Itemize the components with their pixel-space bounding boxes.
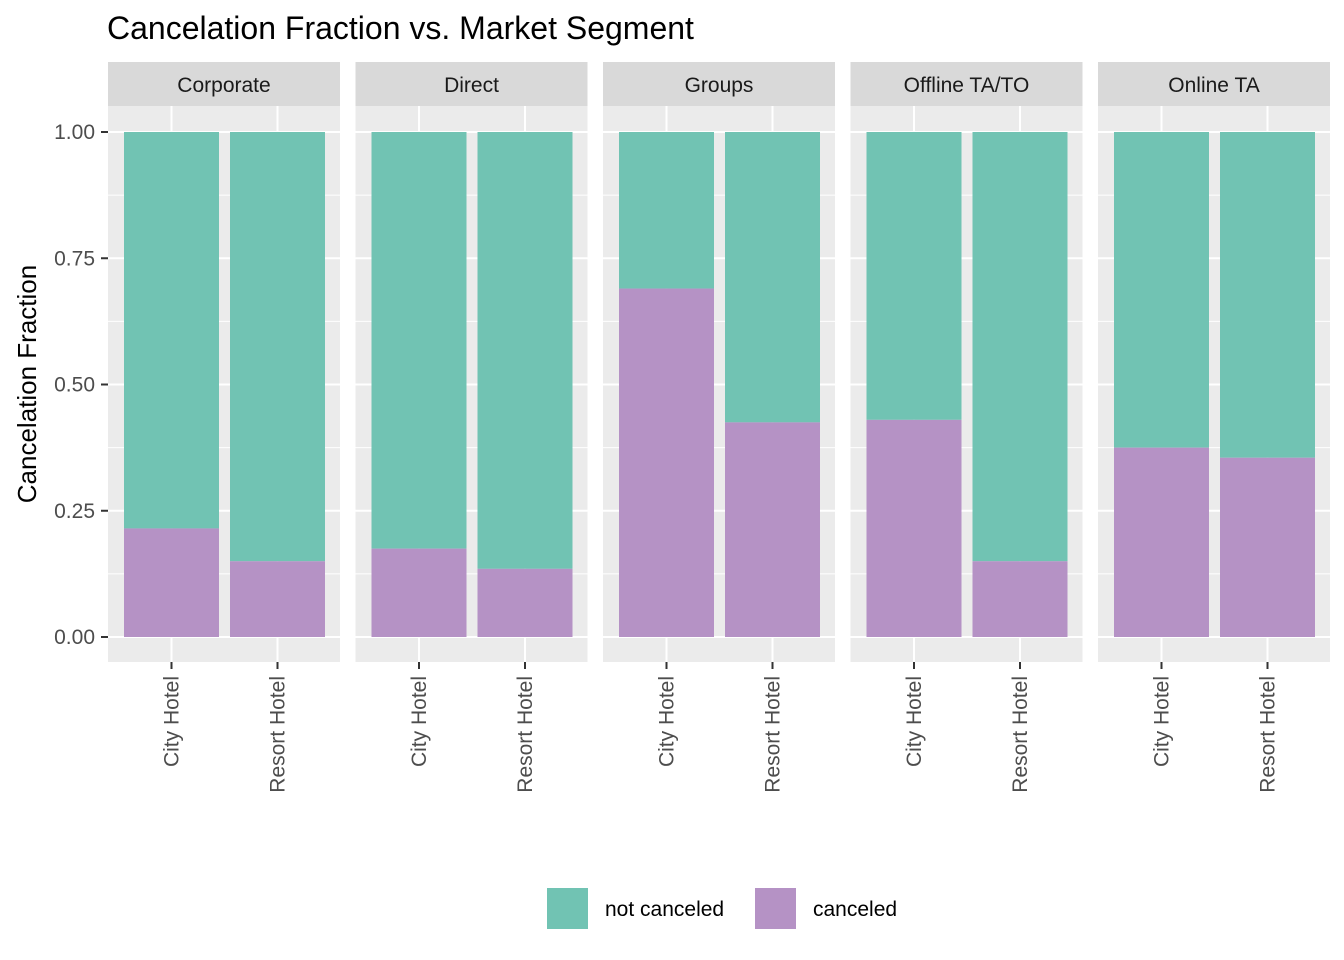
y-axis: 0.00 0.25 0.50 0.75 1.00: [54, 121, 108, 649]
x-tick-label: City Hotel: [408, 676, 431, 767]
facet-strip: [355, 62, 588, 106]
bar-canceled: [725, 422, 820, 637]
facet-strip: [1098, 62, 1330, 106]
y-tick-label: 0.50: [54, 374, 95, 397]
bar-canceled: [972, 561, 1068, 637]
bar-not-canceled: [477, 132, 573, 569]
y-axis-title: Cancelation Fraction: [12, 265, 42, 503]
legend-label: canceled: [813, 898, 897, 921]
x-tick-label: City Hotel: [656, 676, 679, 767]
x-tick-label: City Hotel: [903, 676, 926, 767]
bar-not-canceled: [866, 132, 962, 420]
facet-panels: Corporate City Hotel Resort Hotel Direct Cit…: [108, 62, 1330, 793]
bar-not-canceled: [619, 132, 714, 289]
facet-strip-label: Offline TA/TO: [904, 74, 1030, 97]
x-tick-label: Resort Hotel: [514, 676, 537, 793]
facet-panel: Offline TA/TO City Hotel Resort Hotel: [850, 62, 1083, 793]
bar-not-canceled: [1220, 132, 1315, 458]
facet-panel: Online TA City Hotel Resort Hotel: [1098, 62, 1330, 793]
facet-panel: Groups City Hotel Resort Hotel: [603, 62, 835, 793]
y-tick-label: 1.00: [54, 121, 95, 144]
x-tick-label: Resort Hotel: [267, 676, 290, 793]
facet-strip: [850, 62, 1083, 106]
legend-swatch: [545, 886, 590, 931]
legend-label: not canceled: [605, 898, 724, 921]
facet-strip: [108, 62, 340, 106]
y-tick-label: 0.75: [54, 247, 95, 270]
bar-canceled: [230, 561, 325, 637]
facet-strip-label: Corporate: [177, 74, 270, 97]
bar-not-canceled: [124, 132, 219, 529]
x-tick-label: City Hotel: [1151, 676, 1174, 767]
y-tick-label: 0.25: [54, 500, 95, 523]
bar-not-canceled: [230, 132, 325, 562]
legend-item: not canceled: [545, 886, 724, 931]
facet-panel: Direct City Hotel Resort Hotel: [355, 62, 588, 793]
x-tick-label: City Hotel: [161, 676, 184, 767]
facet-strip-label: Direct: [444, 74, 499, 97]
bar-canceled: [477, 568, 573, 637]
bar-not-canceled: [972, 132, 1068, 562]
bar-canceled: [1220, 457, 1315, 637]
x-tick-label: Resort Hotel: [762, 676, 785, 793]
legend: not canceled canceled: [545, 886, 897, 931]
facet-strip: [603, 62, 835, 106]
bar-canceled: [124, 528, 219, 637]
bar-canceled: [1114, 447, 1209, 637]
bar-not-canceled: [725, 132, 820, 423]
facet-panel: Corporate City Hotel Resort Hotel: [108, 62, 340, 793]
bar-not-canceled: [1114, 132, 1209, 448]
x-tick-label: Resort Hotel: [1257, 676, 1280, 793]
legend-swatch: [753, 886, 798, 931]
facet-strip-label: Online TA: [1168, 74, 1259, 97]
x-tick-label: Resort Hotel: [1009, 676, 1032, 793]
bar-canceled: [866, 419, 962, 637]
bar-canceled: [619, 288, 714, 637]
y-tick-label: 0.00: [54, 626, 95, 649]
chart-title: Cancelation Fraction vs. Market Segment: [107, 10, 694, 46]
legend-item: canceled: [753, 886, 897, 931]
facet-strip-label: Groups: [685, 74, 754, 97]
bar-canceled: [371, 548, 467, 637]
bar-not-canceled: [371, 132, 467, 549]
